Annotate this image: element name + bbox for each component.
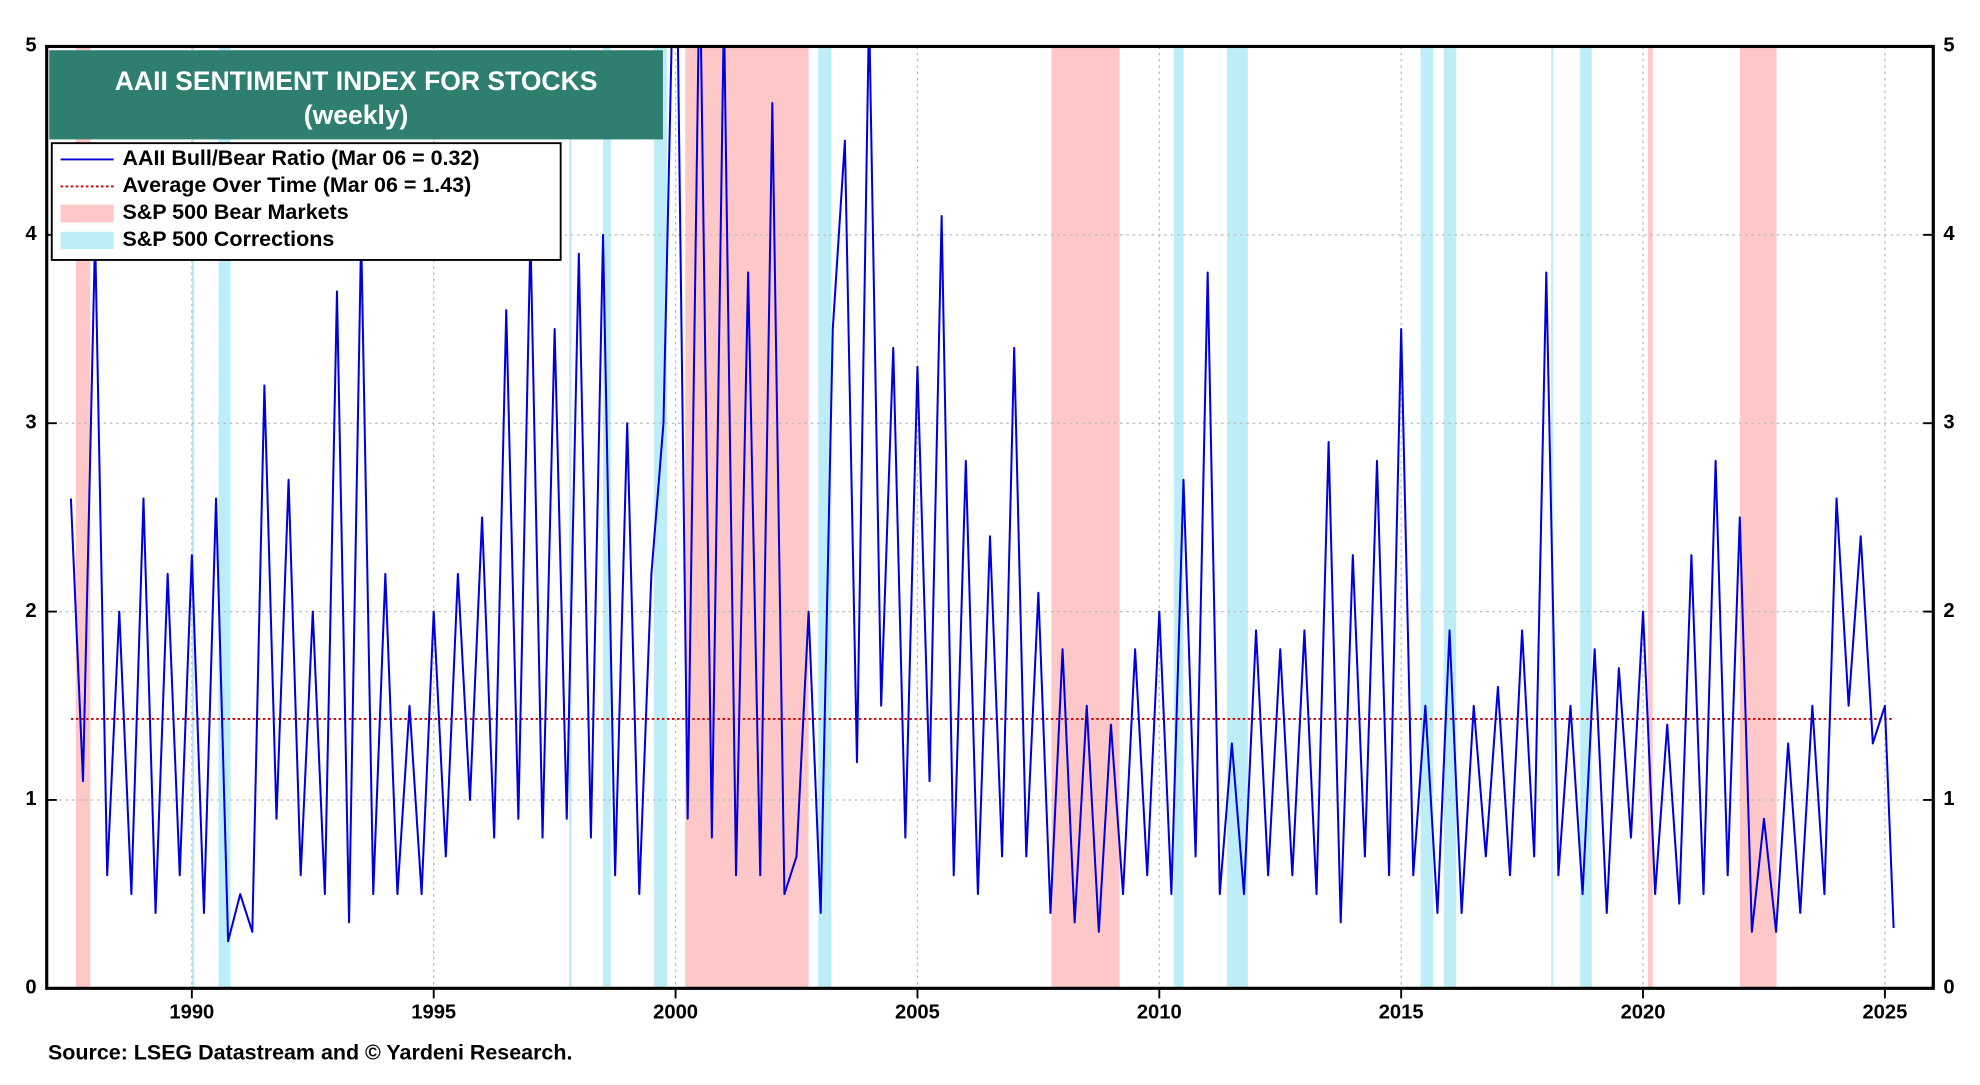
x-tick-label: 1990 xyxy=(169,1002,214,1024)
correction-band xyxy=(1580,46,1592,989)
y-tick-label: 2 xyxy=(25,600,36,622)
x-tick-label: 2010 xyxy=(1137,1002,1182,1024)
title-box xyxy=(49,50,663,140)
x-tick-label: 1995 xyxy=(411,1002,456,1024)
y-tick-label: 3 xyxy=(25,412,36,434)
bear-market-band xyxy=(1051,46,1120,989)
series-line xyxy=(69,46,1895,943)
correction-band xyxy=(603,46,611,989)
x-tick-label: 2025 xyxy=(1862,1002,1907,1024)
correction-band xyxy=(818,46,832,989)
y-tick-label: 1 xyxy=(25,788,36,810)
plot-frame xyxy=(45,44,1935,990)
bear-market-band xyxy=(1739,46,1777,989)
y2-tick-label: 3 xyxy=(1943,412,1954,434)
chart-subtitle: (weekly) xyxy=(304,100,409,130)
x-tick-label: 2015 xyxy=(1379,1002,1424,1024)
x-tick-label: 2000 xyxy=(653,1002,698,1024)
chart-title: AAII SENTIMENT INDEX FOR STOCKS xyxy=(115,66,598,96)
y-tick-label: 0 xyxy=(25,977,36,999)
correction-band xyxy=(218,46,231,989)
legend-label: AAII Bull/Bear Ratio (Mar 06 = 0.32) xyxy=(122,146,479,170)
correction-band xyxy=(653,46,667,989)
y2-tick-label: 0 xyxy=(1943,977,1954,999)
x-tick-label: 2020 xyxy=(1621,1002,1666,1024)
correction-band xyxy=(1173,46,1184,989)
bear-market-band xyxy=(1647,46,1653,989)
y-tick-label: 5 xyxy=(25,35,36,57)
legend-box xyxy=(50,142,562,261)
legend: AAII Bull/Bear Ratio (Mar 06 = 0.32) Aver… xyxy=(50,142,562,261)
bear-market-band xyxy=(685,46,809,989)
source-note: Source: LSEG Datastream and © Yardeni Re… xyxy=(48,1040,572,1064)
y-tick-label: 4 xyxy=(25,223,37,245)
x-tick-label: 2005 xyxy=(895,1002,940,1024)
y2-tick-label: 4 xyxy=(1943,223,1955,245)
correction-band xyxy=(1443,46,1457,989)
y2-tick-label: 2 xyxy=(1943,600,1954,622)
correction-band xyxy=(569,46,572,989)
correction-band xyxy=(191,46,195,989)
bear-market-band xyxy=(75,46,91,989)
legend-label: S&P 500 Bear Markets xyxy=(122,200,348,224)
correction-band xyxy=(1227,46,1248,989)
legend-label: S&P 500 Corrections xyxy=(122,227,334,251)
legend-swatch xyxy=(60,231,114,250)
legend-label: Average Over Time (Mar 06 = 1.43) xyxy=(122,173,471,197)
y2-tick-label: 1 xyxy=(1943,788,1954,810)
correction-band xyxy=(1420,46,1434,989)
y2-tick-label: 5 xyxy=(1943,35,1954,57)
legend-swatch xyxy=(60,204,114,223)
